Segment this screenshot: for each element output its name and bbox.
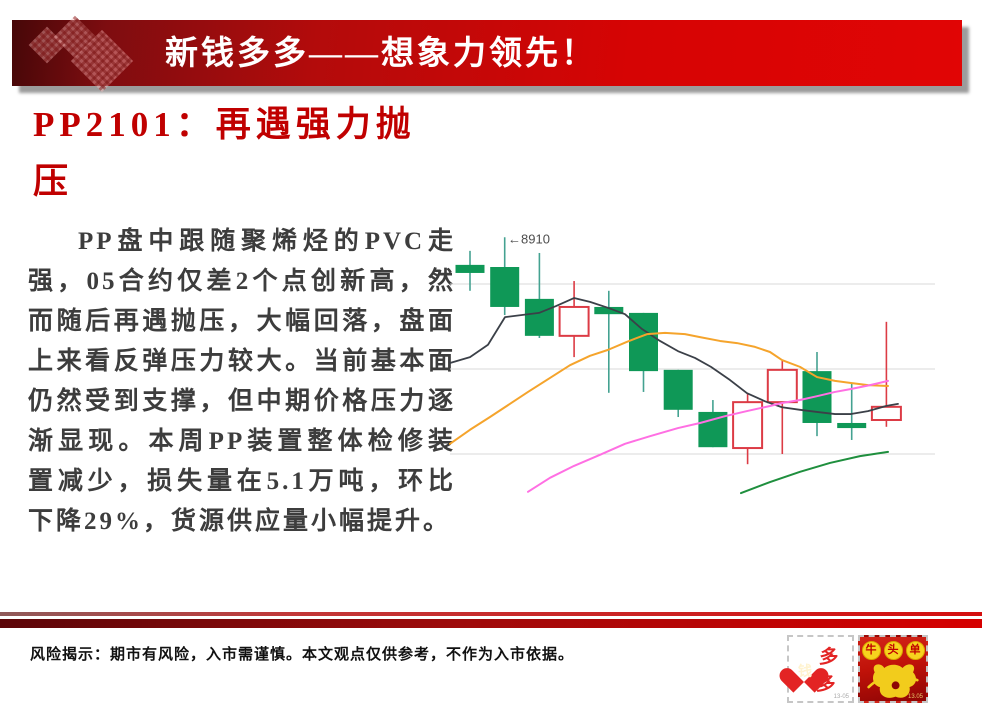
stamp-niutoudan-title: 牛 头 单 <box>860 641 926 660</box>
header-banner: 新钱多多——想象力领先！ <box>12 15 962 93</box>
circle-char: 单 <box>905 641 925 660</box>
stamp-qianduoduo-label: 多多 <box>815 647 840 695</box>
candle-body <box>455 264 485 273</box>
candle-body <box>524 298 554 336</box>
chart-annotation: ←8910 <box>508 231 550 246</box>
ma-line-orange-ma <box>449 331 889 445</box>
candle-body <box>490 267 520 307</box>
body-paragraph: PP盘中跟随聚烯烃的PVC走强，05合约仅差2个点创新高，然而随后再遇抛压，大幅… <box>28 228 456 535</box>
stamp-corner-mark: 13.05 <box>907 694 923 700</box>
slide-title: PP2101：再遇强力抛压 <box>33 105 416 201</box>
banner-title: 新钱多多——想象力领先！ <box>165 36 597 72</box>
candlestick-chart-svg: ←8910 <box>449 231 935 495</box>
footer-divider-top <box>0 612 982 616</box>
candle-body <box>766 368 798 404</box>
footer-divider <box>0 619 982 628</box>
candle-body <box>594 306 624 315</box>
ma-line-magenta-ma <box>527 379 889 493</box>
stamp-niutoudan: 牛 头 单 13.05 <box>858 635 928 703</box>
ma-line-green-trend <box>740 450 889 495</box>
stamp-corner-mark: 13-05 <box>833 694 849 700</box>
bull-icon <box>860 661 926 701</box>
candle-body <box>870 405 902 422</box>
heart-icon: 钱 <box>789 658 816 686</box>
stamp-qianduoduo: 钱 多多 13-05 <box>787 635 854 703</box>
heart-char: 钱 <box>798 665 812 680</box>
candle-body <box>663 369 693 410</box>
ma-line-black-ma <box>449 297 899 415</box>
candle-body <box>558 305 590 337</box>
candle-body <box>837 422 867 429</box>
circle-char: 牛 <box>861 641 881 660</box>
circle-char: 头 <box>883 641 903 660</box>
risk-disclaimer: 风险揭示：期市有风险，入市需谨慎。本文观点仅供参考，不作为入市依据。 <box>30 647 575 663</box>
candlestick-chart: ←8910 <box>443 207 982 517</box>
